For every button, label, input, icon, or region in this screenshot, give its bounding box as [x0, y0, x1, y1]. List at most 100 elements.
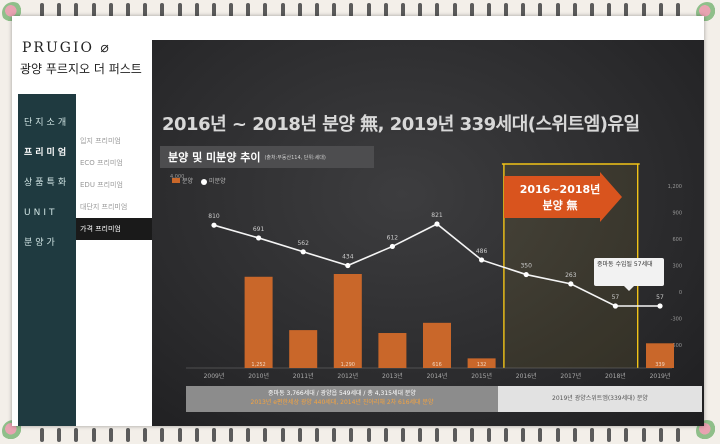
binder-ring	[452, 3, 457, 17]
binder-ring	[418, 428, 423, 442]
bar-supply	[333, 274, 362, 368]
unsold-point	[434, 221, 440, 227]
binder-ring	[641, 3, 646, 17]
bar-supply	[244, 276, 273, 368]
binder-ring	[263, 3, 268, 17]
binder-ring	[211, 3, 216, 17]
binder-ring	[590, 3, 594, 17]
binder-ring	[607, 428, 612, 442]
submenu-item-eco[interactable]: ECO 프리미엄	[80, 159, 123, 167]
callout-arrow: 2016~2018년 분양 無	[504, 172, 622, 222]
footer-summary-left: 중마동 3,766세대 / 광양읍 549세대 / 총 4,315세대 분양 2…	[186, 386, 498, 412]
footer-summary-right: 2019년 광양스위트엠(339세대) 분양	[498, 386, 702, 412]
sidebar-nav: 단지소개 프리미엄 상품특화 UNIT 분양가	[18, 94, 76, 426]
unsold-point-label: 691	[253, 226, 265, 233]
binder-ring	[74, 3, 79, 17]
unsold-point	[300, 249, 306, 255]
binder-ring	[194, 428, 199, 442]
legend-bar-swatch	[172, 178, 180, 183]
binder-ring	[521, 3, 526, 17]
x-tick-label: 2014년	[427, 372, 448, 380]
unsold-point	[345, 262, 351, 269]
binder-ring	[332, 428, 337, 442]
submenu-item-edu[interactable]: EDU 프리미엄	[80, 181, 123, 189]
binder-ring	[125, 428, 130, 442]
binder-ring	[177, 428, 182, 442]
submenu-item-large-complex[interactable]: 대단지 프리미엄	[80, 203, 128, 211]
screenshot-frame: PRUGIO ⌀ 광양 푸르지오 더 퍼스트 단지소개 프리미엄 상품특화 UN…	[12, 16, 704, 426]
binder-ring	[280, 3, 285, 17]
bar-label: 132	[477, 362, 487, 368]
binder-ring	[108, 3, 113, 17]
binder-ring	[383, 3, 388, 17]
binder-ring	[280, 428, 285, 442]
binder-ring	[91, 428, 96, 442]
right-axis-tick: 0	[679, 290, 682, 296]
x-tick-label: 2015년	[471, 372, 492, 380]
bar-supply	[467, 358, 496, 368]
binder-ring	[504, 3, 509, 17]
x-tick-label: 2009년	[204, 372, 225, 380]
binder-ring	[641, 428, 646, 442]
legend-unsold: 미분양	[201, 176, 226, 185]
binder-ring	[366, 3, 371, 17]
legend-supply-label: 분양	[182, 178, 194, 185]
unsold-point	[523, 271, 529, 278]
sidebar-item-price[interactable]: 분양가	[24, 238, 58, 248]
binder-ring	[572, 3, 577, 17]
x-tick-label: 2011년	[293, 372, 314, 380]
submenu-item-location[interactable]: 입지 프리미엄	[80, 137, 121, 145]
binder-ring	[624, 428, 629, 442]
unsold-point	[479, 257, 485, 263]
x-tick-label: 2013년	[382, 372, 403, 380]
binder-ring	[194, 3, 199, 17]
submenu-item-price[interactable]: 가격 프리미엄	[76, 218, 152, 240]
binder-ring	[469, 3, 474, 17]
sidebar-item-unit[interactable]: UNIT	[24, 208, 58, 218]
brand-logo[interactable]: PRUGIO ⌀	[22, 40, 111, 56]
right-axis-tick: 1,200	[668, 184, 682, 190]
unsold-point-label: 57	[656, 294, 664, 301]
left-axis-top-label: 4,000	[170, 174, 184, 180]
binder-ring	[486, 428, 491, 442]
unsold-point-label: 821	[431, 212, 443, 219]
bar-label: 1,290	[341, 362, 355, 368]
subtitle-bar: 분양 및 미분양 추이 (출처:부동산114, 단위:세대)	[160, 146, 374, 168]
sidebar-item-premium[interactable]: 프리미엄	[24, 148, 70, 158]
binder-ring	[400, 428, 405, 442]
premium-submenu: 입지 프리미엄 ECO 프리미엄 EDU 프리미엄 대단지 프리미엄 가격 프리…	[76, 130, 152, 240]
binder-ring	[211, 428, 216, 442]
sidebar-item-complex[interactable]: 단지소개	[24, 118, 70, 128]
unsold-point-label: 810	[208, 213, 220, 220]
binder-ring	[675, 3, 680, 17]
unsold-point	[389, 243, 395, 250]
chalkboard-panel: 2016년 ~ 2018년 분양 無, 2019년 339세대(스위트엠)유일 …	[152, 40, 704, 426]
binder-ring	[435, 3, 440, 17]
binder-ring	[658, 3, 663, 17]
binder-rings-top	[40, 3, 680, 17]
binder-ring	[555, 3, 560, 17]
bar-supply	[289, 330, 318, 368]
unsold-point-label: 57	[612, 294, 620, 301]
x-tick-label: 2016년	[516, 372, 537, 380]
binder-ring	[74, 428, 79, 442]
binder-ring	[143, 428, 148, 442]
binder-ring	[383, 428, 388, 442]
binder-ring	[572, 428, 577, 442]
footer-left-line1: 중마동 3,766세대 / 광양읍 549세대 / 총 4,315세대 분양	[268, 390, 416, 397]
right-axis-tick: 900	[672, 211, 682, 217]
binder-ring	[658, 428, 663, 442]
legend-supply: 분양	[172, 176, 193, 185]
binder-ring	[160, 428, 165, 442]
x-tick-label: 2019년	[650, 372, 671, 380]
binder-ring	[555, 428, 560, 442]
x-tick-label: 2012년	[337, 372, 358, 380]
binder-ring	[246, 3, 251, 17]
right-axis-tick: 600	[672, 237, 682, 243]
sidebar-item-product[interactable]: 상품특화	[24, 178, 70, 188]
callout-line1: 2016~2018년	[520, 182, 601, 196]
binder-ring	[538, 428, 543, 442]
binder-ring	[315, 428, 319, 442]
binder-ring	[40, 3, 44, 17]
binder-ring	[332, 3, 337, 17]
